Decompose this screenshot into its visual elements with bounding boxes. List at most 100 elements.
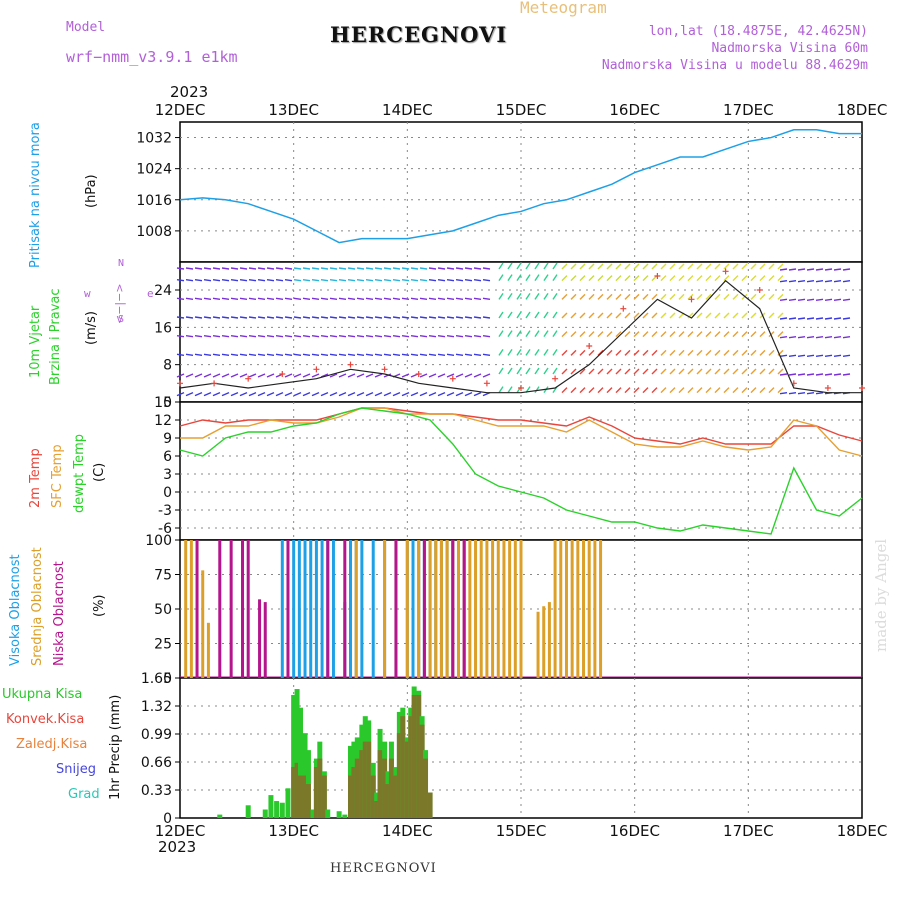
wind-arrow [570,293,577,300]
x-tick-label-bottom: 17DEC [723,822,774,840]
wind-arrow-field [176,262,851,397]
wind-arrow [248,316,257,319]
wind-arrow [498,262,504,270]
wind-arrow [203,278,212,282]
cloud-bar-high_cloud [314,540,318,678]
wind-arrow [588,368,595,375]
wind-arrow [230,373,239,378]
wind-arrow [347,334,356,338]
precip-convective-bar [400,716,406,818]
wind-arrow [516,274,522,282]
wind-arrow [842,317,851,320]
wind-arrow [320,316,329,319]
cloud-bar-mid_cloud [547,602,551,678]
wind-arrow [570,368,577,375]
wind-arrow [455,267,464,270]
wind-arrow [203,392,212,397]
wind-arrow [516,348,522,356]
wind-arrow [615,312,622,319]
wind-arrow [842,279,851,283]
wind-gust-marker [722,268,729,275]
cloud-bar-low_cloud [229,540,233,678]
wind-arrow [320,334,329,338]
cloud-bar-mid_cloud [570,540,574,678]
precip-convective-bar [317,758,323,818]
wind-arrow [356,316,365,319]
wind-arrow [401,297,410,301]
wind-arrow [714,263,721,270]
wind-arrow [633,331,640,338]
wind-arrow [516,262,522,270]
precip-convective-bar [419,724,425,818]
wind-arrow [212,316,221,319]
wind-arrow [606,387,613,394]
pressure-ytick-label: 1024 [136,162,172,178]
wind-arrow [687,387,694,394]
pressure-line [179,129,862,244]
wind-arrow [275,334,284,338]
wind-arrow [588,263,595,270]
wind-arrow [392,297,401,301]
cloud-bar-mid_cloud [383,540,387,678]
wind-arrow [185,278,194,282]
wind-arrow [275,297,284,301]
wind-arrow [597,368,604,375]
wind-arrow [669,275,676,282]
wind-arrow [347,267,356,270]
wind-arrow [248,297,257,301]
wind-arrow [741,368,748,375]
wind-arrow [194,278,203,282]
wind-arrow [383,334,392,338]
wind-arrow [212,353,221,357]
wind-arrow [329,373,338,378]
wind-arrow [302,278,311,282]
wind-arrow [732,293,739,300]
precip-ytick-label: 1.32 [141,699,172,715]
wind-arrow [221,392,230,397]
wind-arrow [788,373,797,376]
wind-arrow [284,373,293,378]
wind-arrow [473,297,482,301]
cloud-bar-mid_cloud [587,540,591,678]
wind-arrow [552,292,558,300]
wind-arrow [320,297,329,301]
wind-arrow [221,334,230,338]
wind-arrow [561,312,568,319]
wind-arrow [606,349,613,356]
wind-arrow [797,268,806,271]
wind-gust-marker [518,385,524,391]
cloud-bar-mid_cloud [485,540,489,678]
wind-arrow [437,353,446,357]
wind-arrow [543,262,549,270]
wind-gust-marker [552,375,559,382]
wind-arrow [678,275,685,282]
wind-arrow [815,335,824,339]
wind-arrow [579,312,586,319]
wind-arrow [824,354,833,358]
wind-arrow [248,373,257,378]
wind-arrow [815,391,824,395]
wind-arrow [266,392,275,397]
wind-arrow [570,349,577,356]
wind-arrow [446,353,455,357]
wind-arrow [428,353,437,357]
wind-arrow [815,373,824,376]
wind-arrow [768,387,775,394]
wind-arrow [833,268,842,271]
wind-arrow [779,335,788,339]
wind-arrow [221,297,230,301]
wind-arrow [347,297,356,301]
wind-arrow [239,392,248,397]
model-name: wrf−nmm_v3.9.1 e1km [66,48,238,66]
precip-total-bar [268,795,274,818]
wind-arrow [768,293,775,300]
wind-arrow [543,330,549,338]
wind-arrow [806,279,815,283]
wind-arrow [815,279,824,283]
wind-arrow [552,262,558,270]
wind-arrow [561,275,568,282]
wind-arrow [428,297,437,301]
wind-arrow [534,330,540,338]
wind-arrow [705,331,712,338]
wind-arrow [669,312,676,319]
